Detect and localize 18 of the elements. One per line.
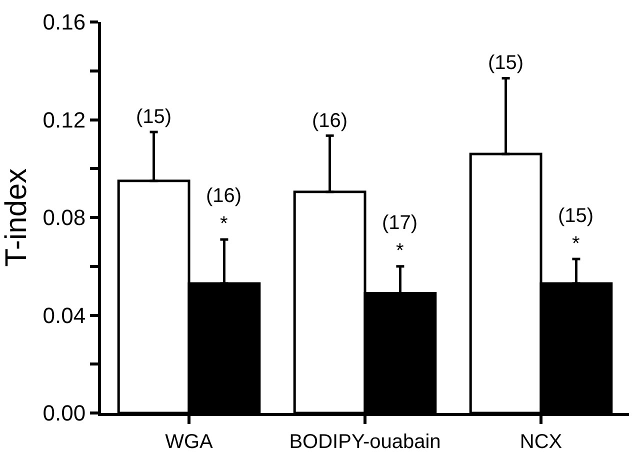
annotation: (15) <box>488 52 524 74</box>
y-tick-label: 0.12 <box>42 107 86 132</box>
annotation: (15) <box>136 106 172 128</box>
annotation: (15) <box>558 205 594 227</box>
x-tick-label: WGA <box>165 431 214 453</box>
annotation: (16) <box>206 185 242 207</box>
x-tick-label: NCX <box>520 431 562 453</box>
annotation: * <box>396 240 404 262</box>
annotation: * <box>572 233 580 255</box>
y-tick-label: 0.00 <box>42 400 86 426</box>
y-tick-label: 0.04 <box>42 302 86 328</box>
y-axis-title: T-index <box>0 168 33 267</box>
x-tick-label: BODIPY-ouabain <box>289 431 441 453</box>
annotation: (16) <box>312 110 348 132</box>
y-tick-label: 0.08 <box>42 205 86 230</box>
annotation: (17) <box>382 212 418 234</box>
y-tick-label: 0.16 <box>42 10 86 35</box>
annotation: * <box>220 213 228 235</box>
